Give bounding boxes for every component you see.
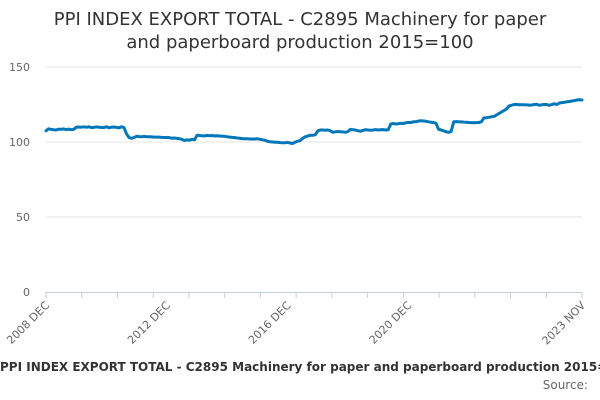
y-tick-labels: 0 50 100 150 [9, 61, 30, 299]
gridlines [46, 66, 582, 218]
series-group [44, 98, 584, 145]
x-tick-label-1: 2012 DEC [125, 299, 173, 347]
y-tick-label-100: 100 [9, 136, 30, 149]
chart-title: PPI INDEX EXPORT TOTAL - C2895 Machinery… [0, 8, 600, 54]
legend-label: PPI INDEX EXPORT TOTAL - C2895 Machinery… [0, 360, 600, 374]
source-label: Source: [542, 378, 588, 392]
y-tick-label-0: 0 [23, 286, 30, 299]
x-tick-label-4: 2023 NOV [540, 299, 589, 348]
chart-title-line-2: and paperboard production 2015=100 [126, 32, 474, 53]
x-tick-labels: 2008 DEC 2012 DEC 2016 DEC 2020 DEC 2023 NOV [4, 299, 588, 348]
x-tick-label-0: 2008 DEC [4, 299, 52, 347]
x-tick-label-2: 2016 DEC [246, 299, 294, 347]
axes [45, 292, 583, 298]
chart-title-line-1: PPI INDEX EXPORT TOTAL - C2895 Machinery… [53, 9, 547, 30]
y-tick-label-50: 50 [16, 211, 30, 224]
series-line-0 [44, 98, 584, 145]
x-tick-label-3: 2020 DEC [367, 299, 415, 347]
y-tick-label-150: 150 [9, 61, 30, 74]
